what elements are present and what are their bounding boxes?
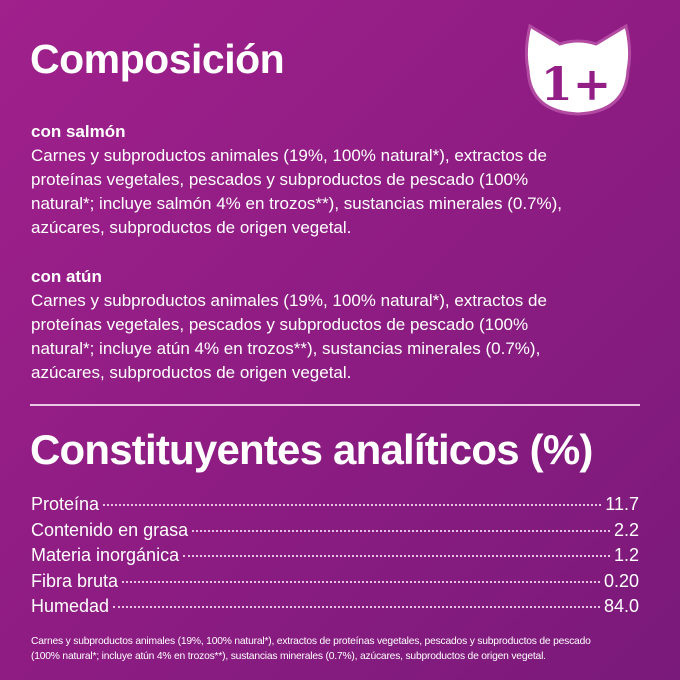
row-label: Materia inorgánica [31, 545, 180, 565]
dot-leader [113, 606, 600, 608]
row-value: 84.0 [603, 596, 639, 616]
section-line: Carnes y subproductos animales (19%, 100… [31, 291, 547, 310]
row-value: 11.7 [605, 494, 639, 514]
row-label: Humedad [31, 596, 110, 616]
section-line: natural*; incluye atún 4% en trozos**), … [31, 339, 541, 358]
divider [30, 404, 640, 406]
row-label: Fibra bruta [31, 570, 119, 591]
section-salmon: con salmón Carnes y subproductos animale… [31, 120, 562, 240]
section-line: Carnes y subproductos animales (19%, 100… [31, 146, 547, 165]
table-row: Proteína 11.7 [31, 494, 639, 520]
footnote-line: (100% natural*; incluye atún 4% en trozo… [31, 651, 546, 662]
cat-head-icon: 1+ [524, 23, 632, 116]
table-row: Fibra bruta 0.20 [31, 571, 639, 597]
analysis-title: Constituyentes analíticos (%) [30, 426, 593, 473]
page-title: Composición [30, 36, 285, 82]
dot-leader [122, 580, 600, 583]
row-value: 2.2 [613, 519, 639, 540]
table-row: Contenido en grasa 2.2 [31, 520, 639, 546]
section-line: azúcares, subproductos de origen vegetal… [31, 218, 352, 237]
dot-leader [103, 504, 602, 506]
section-line: proteínas vegetales, pescados y subprodu… [31, 315, 529, 334]
row-value: 0.20 [603, 570, 639, 591]
table-row: Humedad 84.0 [31, 596, 639, 622]
section-heading: con atún [31, 267, 102, 286]
row-value: 1.2 [613, 545, 639, 565]
table-row: Materia inorgánica 1.2 [31, 545, 639, 571]
section-line: proteínas vegetales, pescados y subprodu… [31, 170, 529, 189]
dot-leader [183, 555, 610, 557]
row-label: Proteína [31, 494, 100, 514]
section-line: azúcares, subproductos de origen vegetal… [31, 363, 352, 382]
dot-leader [192, 529, 610, 532]
row-label: Contenido en grasa [31, 519, 189, 540]
footnote: Carnes y subproductos animales (19%, 100… [31, 634, 591, 664]
section-tuna: con atún Carnes y subproductos animales … [31, 265, 547, 385]
section-heading: con salmón [31, 122, 126, 141]
analysis-table: Proteína 11.7 Contenido en grasa 2.2 Mater… [31, 494, 639, 622]
badge-text: 1+ [541, 57, 612, 111]
section-line: natural*; incluye salmón 4% en trozos**)… [31, 194, 563, 213]
footnote-line: Carnes y subproductos animales (19%, 100… [31, 636, 591, 647]
